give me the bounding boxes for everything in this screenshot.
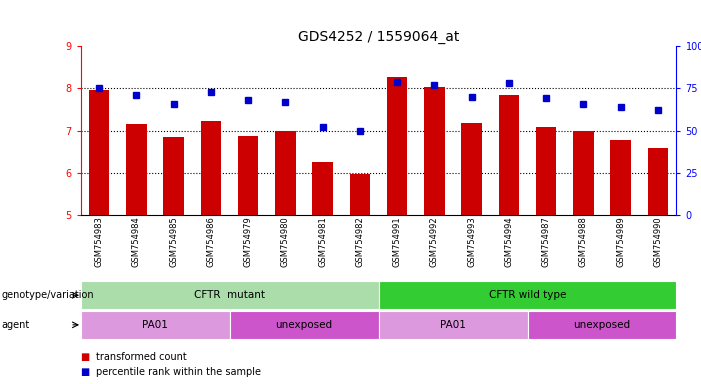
Bar: [498, 95, 519, 215]
Bar: [350, 174, 370, 215]
Bar: [648, 148, 668, 215]
Title: GDS4252 / 1559064_at: GDS4252 / 1559064_at: [298, 30, 459, 44]
Text: agent: agent: [1, 320, 29, 330]
Bar: [238, 136, 259, 215]
Text: genotype/variation: genotype/variation: [1, 290, 94, 300]
Bar: [126, 124, 147, 215]
Bar: [387, 77, 407, 215]
Bar: [611, 140, 631, 215]
Text: unexposed: unexposed: [573, 320, 630, 330]
Text: ■: ■: [81, 367, 90, 377]
Bar: [461, 123, 482, 215]
Text: ■: ■: [81, 352, 90, 362]
Bar: [573, 131, 594, 215]
Bar: [536, 127, 557, 215]
Bar: [163, 137, 184, 215]
Bar: [275, 131, 296, 215]
Text: PA01: PA01: [142, 320, 168, 330]
Text: transformed count: transformed count: [96, 352, 186, 362]
Text: unexposed: unexposed: [275, 320, 332, 330]
Text: CFTR wild type: CFTR wild type: [489, 290, 566, 300]
Bar: [200, 121, 222, 215]
Text: percentile rank within the sample: percentile rank within the sample: [96, 367, 261, 377]
Bar: [89, 90, 109, 215]
Text: PA01: PA01: [440, 320, 466, 330]
Bar: [424, 87, 444, 215]
Bar: [313, 162, 333, 215]
Text: CFTR  mutant: CFTR mutant: [194, 290, 265, 300]
